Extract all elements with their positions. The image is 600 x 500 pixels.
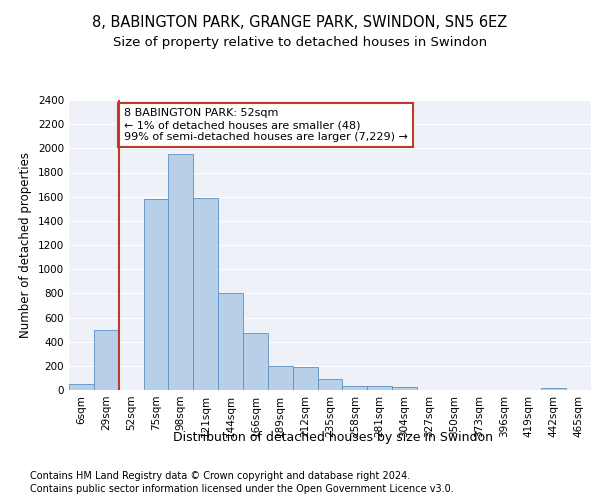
Text: Size of property relative to detached houses in Swindon: Size of property relative to detached ho… <box>113 36 487 49</box>
Bar <box>367 386 392 390</box>
Bar <box>94 330 119 390</box>
Text: 8, BABINGTON PARK, GRANGE PARK, SWINDON, SN5 6EZ: 8, BABINGTON PARK, GRANGE PARK, SWINDON,… <box>92 15 508 30</box>
Bar <box>317 379 343 390</box>
Text: Contains public sector information licensed under the Open Government Licence v3: Contains public sector information licen… <box>30 484 454 494</box>
Bar <box>169 154 193 390</box>
Y-axis label: Number of detached properties: Number of detached properties <box>19 152 32 338</box>
Bar <box>243 332 268 390</box>
Bar <box>193 198 218 390</box>
Bar <box>343 386 367 390</box>
Text: 8 BABINGTON PARK: 52sqm
← 1% of detached houses are smaller (48)
99% of semi-det: 8 BABINGTON PARK: 52sqm ← 1% of detached… <box>124 108 407 142</box>
Bar <box>541 388 566 390</box>
Bar <box>293 367 317 390</box>
Bar <box>143 199 169 390</box>
Text: Contains HM Land Registry data © Crown copyright and database right 2024.: Contains HM Land Registry data © Crown c… <box>30 471 410 481</box>
Text: Distribution of detached houses by size in Swindon: Distribution of detached houses by size … <box>173 431 493 444</box>
Bar <box>69 384 94 390</box>
Bar <box>392 387 417 390</box>
Bar <box>218 294 243 390</box>
Bar <box>268 366 293 390</box>
